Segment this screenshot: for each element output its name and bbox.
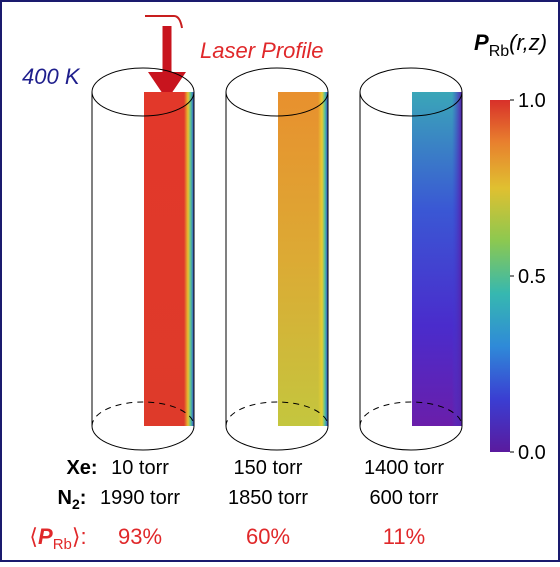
n2-label: N2: [58, 487, 87, 512]
laser-label: Laser Profile [200, 38, 324, 63]
cylinder [359, 67, 463, 451]
symbol: P [38, 524, 53, 549]
symbol: P [474, 30, 489, 55]
bracket: ⟨ [29, 524, 38, 549]
colorbar-tick-label: 0.0 [518, 442, 546, 464]
cylinder [225, 67, 329, 451]
colorbar-tick-label: 0.5 [518, 266, 546, 288]
polarization-value: 60% [246, 524, 290, 549]
n2-symbol: N [58, 487, 72, 509]
subscript: Rb [53, 536, 72, 553]
cylinder [91, 67, 195, 451]
xe-value: 1400 torr [364, 457, 444, 479]
colorbar-title: PRb(r,z) [474, 30, 547, 60]
subscript: Rb [489, 43, 510, 60]
xe-label: Xe: [66, 457, 97, 479]
n2-suffix: : [80, 487, 87, 509]
args: (r,z) [509, 30, 547, 55]
polarization-label: ⟨PRb⟩: [29, 524, 86, 553]
xe-value: 150 torr [234, 457, 303, 479]
n2-value: 600 torr [370, 487, 439, 509]
xe-value: 10 torr [111, 457, 169, 479]
polarization-value: 11% [383, 524, 425, 549]
laser-arrow-head [148, 72, 186, 100]
temperature-label: 400 K [22, 64, 81, 89]
n2-value: 1990 torr [100, 487, 180, 509]
n2-value: 1850 torr [228, 487, 308, 509]
laser-profile-shape [145, 15, 183, 29]
colorbar [490, 100, 510, 452]
bracket: ⟩: [72, 524, 87, 549]
n2-subscript: 2 [72, 496, 80, 512]
colorbar-tick-label: 1.0 [518, 90, 546, 112]
polarization-value: 93% [118, 524, 162, 549]
